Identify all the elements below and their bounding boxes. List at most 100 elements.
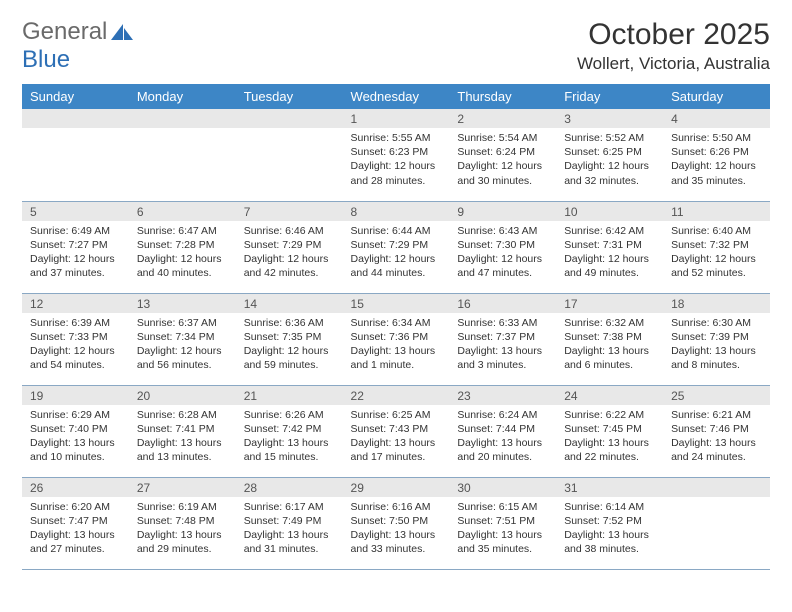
calendar-week: 5Sunrise: 6:49 AMSunset: 7:27 PMDaylight… (22, 201, 770, 293)
calendar-cell: 5Sunrise: 6:49 AMSunset: 7:27 PMDaylight… (22, 201, 129, 293)
calendar-cell: 2Sunrise: 5:54 AMSunset: 6:24 PMDaylight… (449, 109, 556, 201)
day-number: 5 (22, 202, 129, 221)
day-number (663, 478, 770, 497)
day-details: Sunrise: 6:22 AMSunset: 7:45 PMDaylight:… (556, 405, 663, 469)
day-details: Sunrise: 6:34 AMSunset: 7:36 PMDaylight:… (343, 313, 450, 377)
calendar-cell: 12Sunrise: 6:39 AMSunset: 7:33 PMDayligh… (22, 293, 129, 385)
day-details: Sunrise: 6:24 AMSunset: 7:44 PMDaylight:… (449, 405, 556, 469)
day-number: 17 (556, 294, 663, 313)
day-number: 9 (449, 202, 556, 221)
day-number: 1 (343, 109, 450, 128)
calendar-header-row: SundayMondayTuesdayWednesdayThursdayFrid… (22, 84, 770, 109)
logo: General (22, 18, 135, 46)
day-details: Sunrise: 6:47 AMSunset: 7:28 PMDaylight:… (129, 221, 236, 285)
calendar-cell: 26Sunrise: 6:20 AMSunset: 7:47 PMDayligh… (22, 477, 129, 569)
day-number: 21 (236, 386, 343, 405)
day-header: Sunday (22, 84, 129, 109)
day-details: Sunrise: 6:30 AMSunset: 7:39 PMDaylight:… (663, 313, 770, 377)
calendar-cell: 29Sunrise: 6:16 AMSunset: 7:50 PMDayligh… (343, 477, 450, 569)
calendar-cell: 27Sunrise: 6:19 AMSunset: 7:48 PMDayligh… (129, 477, 236, 569)
day-details: Sunrise: 5:55 AMSunset: 6:23 PMDaylight:… (343, 128, 450, 192)
calendar-cell: 16Sunrise: 6:33 AMSunset: 7:37 PMDayligh… (449, 293, 556, 385)
day-details: Sunrise: 6:25 AMSunset: 7:43 PMDaylight:… (343, 405, 450, 469)
day-details: Sunrise: 6:17 AMSunset: 7:49 PMDaylight:… (236, 497, 343, 561)
day-details: Sunrise: 5:52 AMSunset: 6:25 PMDaylight:… (556, 128, 663, 192)
calendar-cell: 31Sunrise: 6:14 AMSunset: 7:52 PMDayligh… (556, 477, 663, 569)
day-number: 22 (343, 386, 450, 405)
calendar-cell: 19Sunrise: 6:29 AMSunset: 7:40 PMDayligh… (22, 385, 129, 477)
day-details: Sunrise: 6:37 AMSunset: 7:34 PMDaylight:… (129, 313, 236, 377)
day-number: 20 (129, 386, 236, 405)
day-number (22, 109, 129, 128)
day-header: Thursday (449, 84, 556, 109)
calendar-cell: 20Sunrise: 6:28 AMSunset: 7:41 PMDayligh… (129, 385, 236, 477)
logo-word-general: General (22, 18, 107, 46)
day-details: Sunrise: 6:42 AMSunset: 7:31 PMDaylight:… (556, 221, 663, 285)
logo-word-blue: Blue (22, 46, 70, 74)
day-details: Sunrise: 6:21 AMSunset: 7:46 PMDaylight:… (663, 405, 770, 469)
day-number: 7 (236, 202, 343, 221)
day-details: Sunrise: 6:40 AMSunset: 7:32 PMDaylight:… (663, 221, 770, 285)
calendar-cell: 10Sunrise: 6:42 AMSunset: 7:31 PMDayligh… (556, 201, 663, 293)
day-details: Sunrise: 6:26 AMSunset: 7:42 PMDaylight:… (236, 405, 343, 469)
calendar-cell: 11Sunrise: 6:40 AMSunset: 7:32 PMDayligh… (663, 201, 770, 293)
title-block: October 2025 Wollert, Victoria, Australi… (577, 18, 770, 74)
calendar-body: 1Sunrise: 5:55 AMSunset: 6:23 PMDaylight… (22, 109, 770, 569)
day-details: Sunrise: 6:49 AMSunset: 7:27 PMDaylight:… (22, 221, 129, 285)
day-number: 28 (236, 478, 343, 497)
calendar-cell: 30Sunrise: 6:15 AMSunset: 7:51 PMDayligh… (449, 477, 556, 569)
day-number: 25 (663, 386, 770, 405)
header: General October 2025 Wollert, Victoria, … (22, 18, 770, 74)
location: Wollert, Victoria, Australia (577, 54, 770, 74)
day-number: 27 (129, 478, 236, 497)
day-number: 4 (663, 109, 770, 128)
calendar-cell: 8Sunrise: 6:44 AMSunset: 7:29 PMDaylight… (343, 201, 450, 293)
calendar-cell: 6Sunrise: 6:47 AMSunset: 7:28 PMDaylight… (129, 201, 236, 293)
calendar-cell: 18Sunrise: 6:30 AMSunset: 7:39 PMDayligh… (663, 293, 770, 385)
day-number: 3 (556, 109, 663, 128)
calendar-cell (663, 477, 770, 569)
day-number: 26 (22, 478, 129, 497)
day-details (129, 128, 236, 188)
day-details: Sunrise: 6:33 AMSunset: 7:37 PMDaylight:… (449, 313, 556, 377)
day-number: 12 (22, 294, 129, 313)
calendar-week: 12Sunrise: 6:39 AMSunset: 7:33 PMDayligh… (22, 293, 770, 385)
day-details: Sunrise: 6:36 AMSunset: 7:35 PMDaylight:… (236, 313, 343, 377)
day-number (236, 109, 343, 128)
calendar-cell: 24Sunrise: 6:22 AMSunset: 7:45 PMDayligh… (556, 385, 663, 477)
day-number: 8 (343, 202, 450, 221)
day-details (236, 128, 343, 188)
day-details: Sunrise: 6:15 AMSunset: 7:51 PMDaylight:… (449, 497, 556, 561)
calendar-table: SundayMondayTuesdayWednesdayThursdayFrid… (22, 84, 770, 570)
calendar-cell: 21Sunrise: 6:26 AMSunset: 7:42 PMDayligh… (236, 385, 343, 477)
day-details: Sunrise: 6:16 AMSunset: 7:50 PMDaylight:… (343, 497, 450, 561)
day-details: Sunrise: 6:14 AMSunset: 7:52 PMDaylight:… (556, 497, 663, 561)
day-number: 24 (556, 386, 663, 405)
calendar-cell: 22Sunrise: 6:25 AMSunset: 7:43 PMDayligh… (343, 385, 450, 477)
day-details: Sunrise: 6:39 AMSunset: 7:33 PMDaylight:… (22, 313, 129, 377)
day-number: 16 (449, 294, 556, 313)
day-number: 6 (129, 202, 236, 221)
calendar-cell: 28Sunrise: 6:17 AMSunset: 7:49 PMDayligh… (236, 477, 343, 569)
calendar-cell: 14Sunrise: 6:36 AMSunset: 7:35 PMDayligh… (236, 293, 343, 385)
day-details: Sunrise: 5:54 AMSunset: 6:24 PMDaylight:… (449, 128, 556, 192)
day-details (22, 128, 129, 188)
day-header: Saturday (663, 84, 770, 109)
day-details (663, 497, 770, 557)
calendar-cell: 3Sunrise: 5:52 AMSunset: 6:25 PMDaylight… (556, 109, 663, 201)
calendar-cell: 4Sunrise: 5:50 AMSunset: 6:26 PMDaylight… (663, 109, 770, 201)
day-number: 23 (449, 386, 556, 405)
calendar-cell: 1Sunrise: 5:55 AMSunset: 6:23 PMDaylight… (343, 109, 450, 201)
day-details: Sunrise: 6:43 AMSunset: 7:30 PMDaylight:… (449, 221, 556, 285)
calendar-cell (236, 109, 343, 201)
day-number: 14 (236, 294, 343, 313)
calendar-cell: 17Sunrise: 6:32 AMSunset: 7:38 PMDayligh… (556, 293, 663, 385)
day-number: 31 (556, 478, 663, 497)
day-number: 18 (663, 294, 770, 313)
calendar-cell: 13Sunrise: 6:37 AMSunset: 7:34 PMDayligh… (129, 293, 236, 385)
day-number: 19 (22, 386, 129, 405)
day-number: 10 (556, 202, 663, 221)
day-number: 13 (129, 294, 236, 313)
day-number: 15 (343, 294, 450, 313)
day-details: Sunrise: 6:29 AMSunset: 7:40 PMDaylight:… (22, 405, 129, 469)
